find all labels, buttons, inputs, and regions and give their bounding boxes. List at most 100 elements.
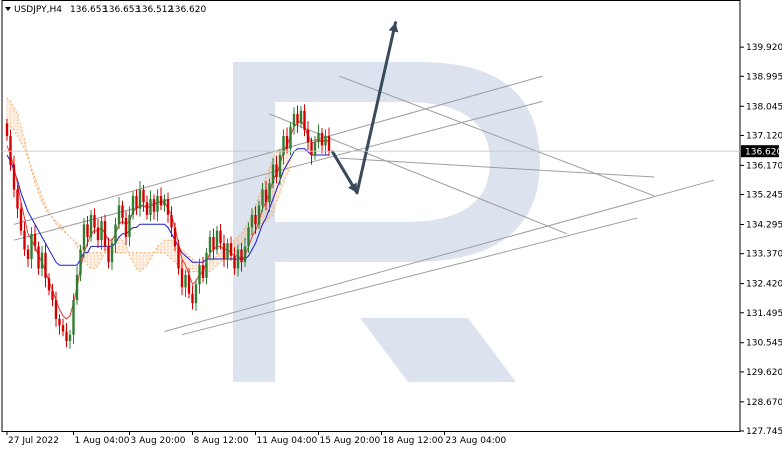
candle-body [250, 214, 254, 228]
candle-body [23, 230, 26, 250]
candle-body [79, 249, 82, 275]
y-tick-label: 138.995 [746, 72, 782, 82]
forecast-arrow [331, 21, 399, 195]
y-tick-label: 128.670 [746, 398, 782, 408]
candle [103, 214, 107, 252]
candle-body [96, 227, 100, 241]
y-tick-label: 135.245 [746, 191, 782, 201]
x-tick-label: 18 Aug 12:00 [383, 436, 444, 446]
x-tick-label: 15 Aug 20:00 [320, 436, 381, 446]
candle-body [152, 199, 156, 212]
candle-body [128, 214, 131, 237]
senkou-span-b [6, 123, 291, 272]
candle-body [184, 274, 187, 288]
candle [156, 189, 159, 222]
y-tick-label: 131.495 [746, 309, 782, 319]
y-tick-label: 129.620 [746, 368, 782, 378]
candle-body [201, 265, 205, 278]
candle [16, 184, 19, 219]
candle-body [166, 199, 170, 215]
x-tick-label: 27 Jul 2022 [8, 436, 59, 446]
candle [240, 242, 243, 272]
candle [72, 293, 75, 345]
candle-body [26, 249, 30, 260]
candle [282, 129, 285, 165]
candle-body [107, 246, 110, 263]
candle-body [19, 208, 23, 231]
symbol-dropdown-icon[interactable] [5, 7, 11, 11]
candle [229, 236, 233, 261]
candle-body [264, 189, 268, 203]
candle-body [229, 243, 233, 256]
candle [275, 155, 278, 184]
candle [271, 157, 275, 189]
candle [233, 247, 236, 275]
candle-body [180, 268, 184, 288]
candle-body [138, 189, 142, 209]
watermark-logo [233, 62, 540, 382]
candle-body [257, 205, 261, 225]
candle [278, 150, 282, 185]
candle-body [310, 142, 313, 155]
candle-body [159, 195, 163, 206]
watermark-bowl [233, 62, 540, 262]
current-price-label: 136.620 [745, 148, 782, 158]
trend-line-3 [164, 179, 715, 333]
candle-body [292, 113, 296, 127]
candle-body [135, 195, 138, 209]
candle [131, 191, 135, 220]
candle-body [61, 325, 65, 332]
y-tick-label: 139.920 [746, 43, 782, 53]
candle [296, 105, 299, 133]
candle [82, 217, 86, 258]
candle [135, 189, 138, 215]
candle [198, 258, 201, 294]
candle [114, 217, 117, 253]
candle [19, 201, 23, 236]
candle-body [173, 227, 177, 247]
candle-body [149, 199, 152, 215]
candle [212, 228, 215, 260]
candle-body [313, 142, 317, 155]
candle [177, 239, 180, 275]
candle-body [236, 249, 240, 269]
chart-header: USDJPY,H4 136.653 136.653 136.512 136.62… [5, 5, 206, 15]
candle [23, 222, 26, 256]
y-tick-label: 133.370 [746, 250, 782, 260]
candle-body [320, 132, 324, 146]
candle [86, 215, 89, 247]
candle [5, 118, 9, 141]
y-tick-label: 130.545 [746, 339, 782, 349]
trend-line-2 [13, 100, 543, 241]
candle [317, 124, 320, 149]
candle [170, 206, 173, 237]
candle [128, 206, 131, 247]
candle-body [317, 132, 320, 143]
candle [142, 184, 145, 212]
candle-body [47, 277, 51, 291]
candle-body [303, 110, 306, 130]
candle [54, 291, 58, 327]
header-close: 136.620 [169, 5, 206, 15]
x-tick-label: 8 Aug 12:00 [194, 436, 249, 446]
candle-body [44, 252, 47, 278]
candle [289, 121, 292, 155]
candle [163, 194, 166, 212]
candle-body [124, 218, 128, 237]
candle [33, 225, 37, 252]
candle [79, 244, 82, 282]
candle-body [54, 300, 58, 319]
candle [145, 195, 149, 220]
candle-body [191, 293, 194, 304]
y-tick-label: 136.170 [746, 161, 782, 171]
y-tick-label: 137.120 [746, 131, 782, 141]
watermark-leg [360, 318, 516, 382]
candle [166, 192, 170, 223]
candle-body [324, 136, 327, 146]
trend-line-5 [339, 75, 655, 197]
forecast-path [331, 21, 397, 195]
candle-body [37, 246, 40, 269]
candle [121, 200, 124, 225]
candle-body [75, 274, 79, 301]
